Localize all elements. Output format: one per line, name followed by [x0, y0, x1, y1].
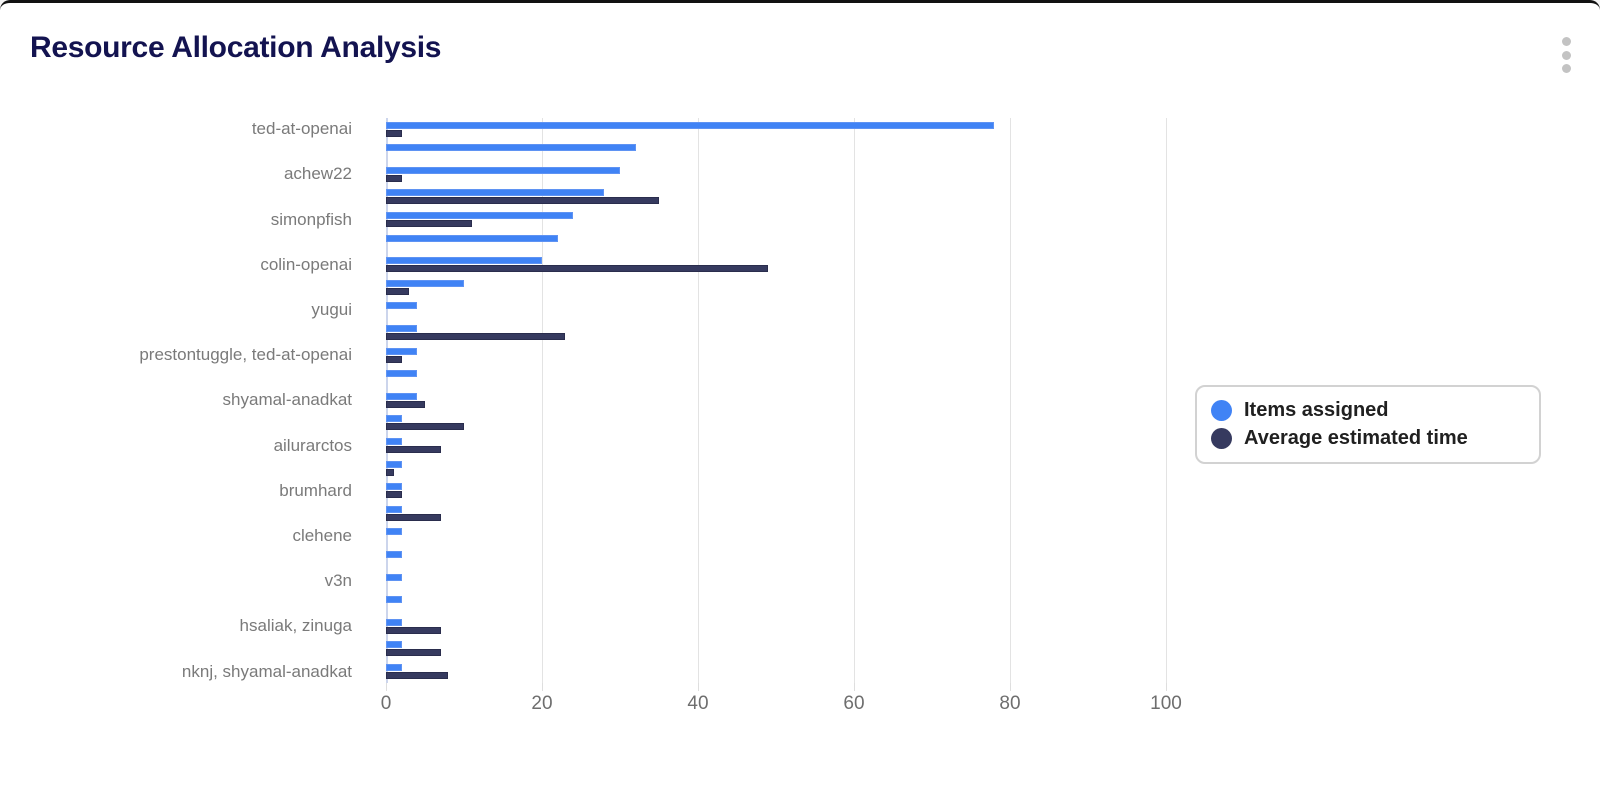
grid-line [542, 118, 543, 683]
kebab-menu-icon[interactable] [1554, 35, 1578, 75]
items-assigned-bar[interactable] [386, 528, 402, 536]
legend-item-average-estimated-time: Average estimated time [1211, 427, 1521, 450]
y-axis-label: prestontuggle, ted-at-openai [139, 345, 352, 365]
items-assigned-bar[interactable] [386, 573, 402, 581]
average-estimated-time-bar[interactable] [386, 197, 659, 205]
items-assigned-marker-icon [1211, 400, 1232, 421]
y-axis-label: colin-openai [260, 254, 352, 274]
y-axis-label: brumhard [279, 480, 352, 500]
grid-line [1010, 118, 1011, 683]
grid-line [698, 118, 699, 683]
y-axis-labels: ted-at-openai achew22 simonpfish colin-open… [0, 118, 352, 683]
average-estimated-time-bar[interactable] [386, 287, 410, 295]
x-axis-tick-label: 20 [531, 693, 553, 714]
x-axis-tick-label: 100 [1150, 693, 1182, 714]
x-axis-tick-label: 40 [687, 693, 709, 714]
items-assigned-bar[interactable] [386, 211, 574, 219]
axis-tick [698, 683, 699, 691]
average-estimated-time-bar[interactable] [386, 219, 472, 227]
items-assigned-bar[interactable] [386, 144, 636, 152]
plot-area [386, 118, 1167, 691]
y-axis-label: nknj, shyamal-anadkat [181, 661, 352, 681]
y-axis-label: achew22 [283, 164, 352, 184]
items-assigned-bar[interactable] [386, 121, 995, 129]
items-assigned-bar[interactable] [386, 189, 605, 197]
average-estimated-time-marker-icon [1211, 428, 1232, 449]
y-axis-label: clehene [292, 526, 352, 546]
items-assigned-bar[interactable] [386, 415, 402, 423]
legend: Items assigned Average estimated time [1195, 385, 1541, 464]
items-assigned-bar[interactable] [386, 618, 402, 626]
kebab-dot [1561, 50, 1571, 60]
items-assigned-bar[interactable] [386, 641, 402, 649]
average-estimated-time-bar[interactable] [386, 513, 441, 521]
x-axis-tick-label: 80 [999, 693, 1021, 714]
average-estimated-time-bar[interactable] [386, 491, 402, 499]
average-estimated-time-bar[interactable] [386, 332, 566, 340]
items-assigned-bar[interactable] [386, 392, 418, 400]
average-estimated-time-bar[interactable] [386, 423, 464, 431]
average-estimated-time-bar[interactable] [386, 445, 441, 453]
grid-line [1166, 118, 1167, 683]
grid-line [854, 118, 855, 683]
items-assigned-bar[interactable] [386, 324, 418, 332]
legend-label: Items assigned [1244, 399, 1389, 421]
x-axis-tick-label: 0 [380, 693, 392, 714]
axis-tick [854, 683, 855, 691]
items-assigned-bar[interactable] [386, 257, 542, 265]
items-assigned-bar[interactable] [386, 347, 418, 355]
items-assigned-bar[interactable] [386, 550, 402, 558]
average-estimated-time-bar[interactable] [386, 468, 394, 476]
items-assigned-bar[interactable] [386, 460, 402, 468]
average-estimated-time-bar[interactable] [386, 265, 769, 273]
y-axis-baseline [386, 118, 388, 683]
axis-tick [1166, 683, 1167, 691]
x-axis-labels: 0 20 40 60 80 100 [381, 693, 1226, 719]
average-estimated-time-bar[interactable] [386, 400, 425, 408]
axis-tick [542, 683, 543, 691]
y-axis-label: simonpfish [270, 209, 352, 229]
kebab-dot [1561, 64, 1571, 73]
items-assigned-bar[interactable] [386, 370, 418, 378]
average-estimated-time-bar[interactable] [386, 129, 402, 137]
legend-label: Average estimated time [1244, 427, 1468, 449]
average-estimated-time-bar[interactable] [386, 174, 402, 182]
axis-tick [1010, 683, 1011, 691]
y-axis-label: shyamal-anadkat [222, 390, 352, 410]
items-assigned-bar[interactable] [386, 505, 402, 513]
y-axis-label: yugui [311, 300, 352, 320]
items-assigned-bar[interactable] [386, 279, 464, 287]
page-title: Resource Allocation Analysis [30, 31, 442, 64]
x-axis-tick-label: 60 [843, 693, 865, 714]
average-estimated-time-bar[interactable] [386, 649, 441, 657]
items-assigned-bar[interactable] [386, 302, 418, 310]
average-estimated-time-bar[interactable] [386, 355, 402, 363]
average-estimated-time-bar[interactable] [386, 671, 449, 679]
y-axis-label: ted-at-openai [251, 119, 352, 139]
items-assigned-bar[interactable] [386, 234, 558, 242]
average-estimated-time-bar[interactable] [386, 626, 441, 634]
items-assigned-bar[interactable] [386, 663, 402, 671]
items-assigned-bar[interactable] [386, 596, 402, 604]
items-assigned-bar[interactable] [386, 437, 402, 445]
y-axis-label: v3n [324, 571, 352, 591]
items-assigned-bar[interactable] [386, 166, 620, 174]
kebab-dot [1561, 37, 1571, 46]
items-assigned-bar[interactable] [386, 483, 402, 491]
y-axis-label: hsaliak, zinuga [239, 616, 352, 636]
legend-item-items-assigned: Items assigned [1211, 399, 1521, 422]
axis-tick [386, 683, 387, 691]
y-axis-label: ailurarctos [273, 435, 352, 455]
